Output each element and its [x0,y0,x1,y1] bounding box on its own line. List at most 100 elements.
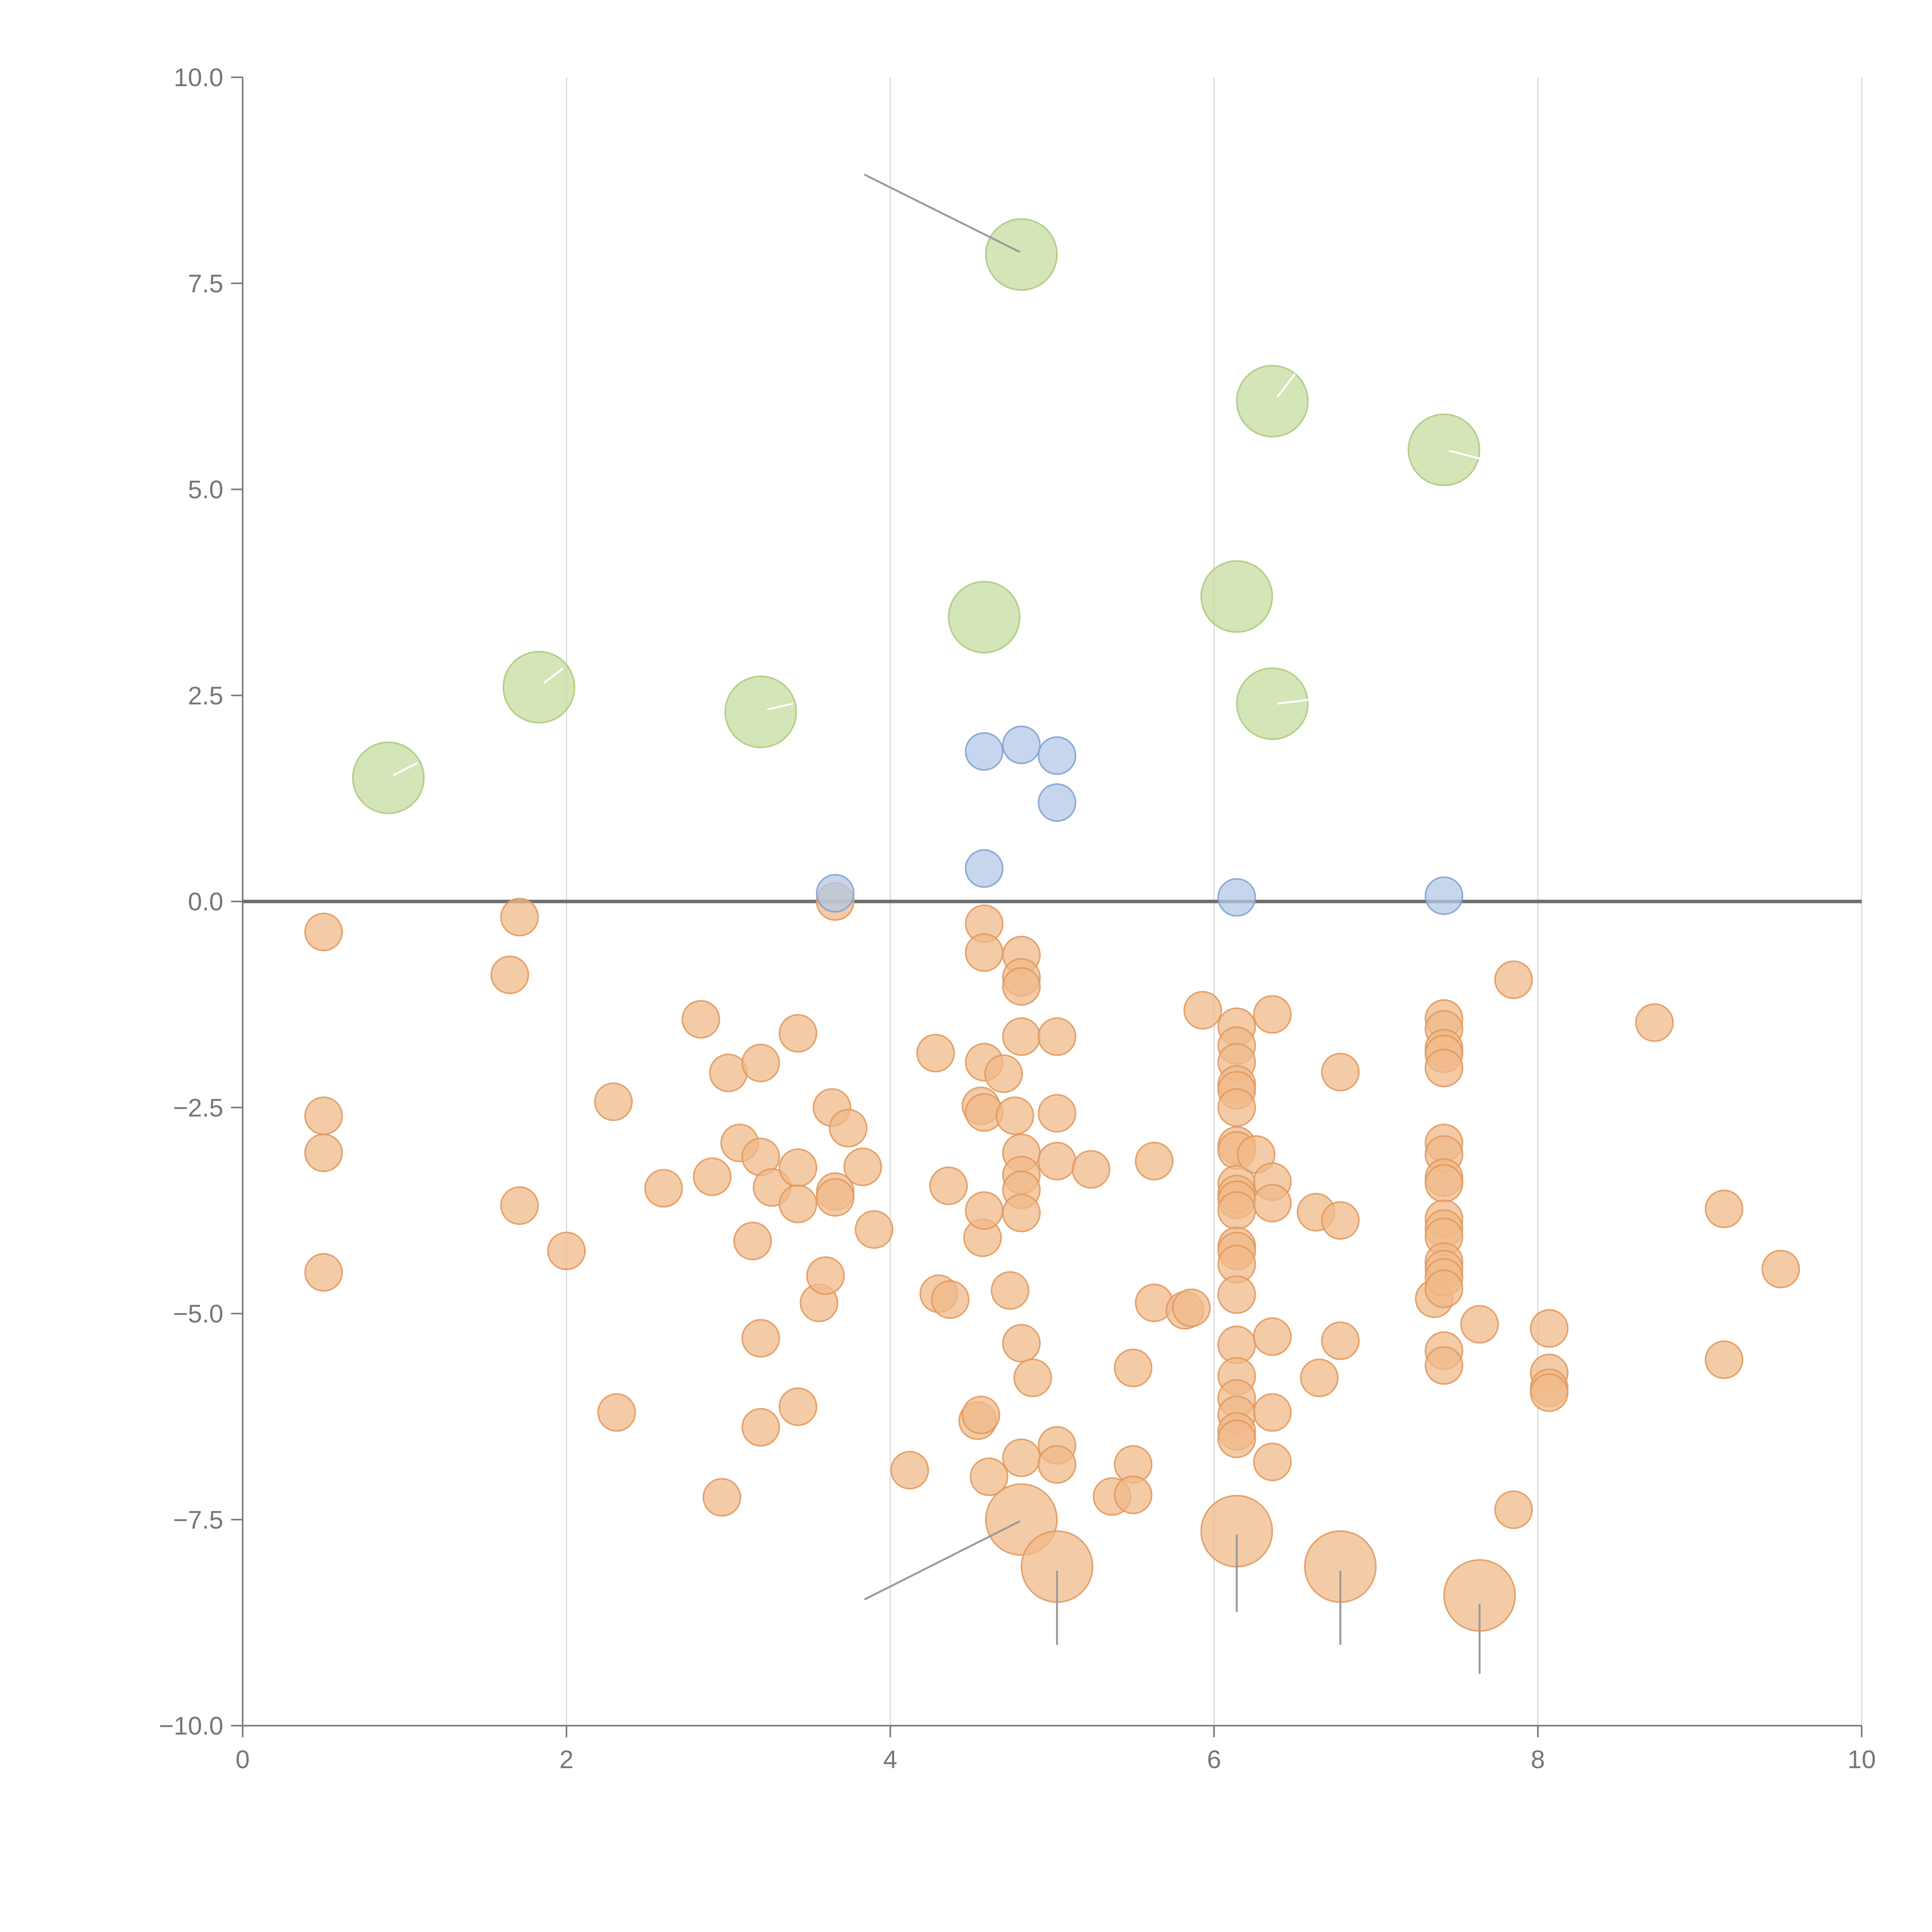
blue-small-point [1037,783,1077,822]
orange-small-point [1253,1317,1292,1356]
green-large-point [1236,365,1309,438]
orange-small-point [304,912,343,951]
leader-line [1277,698,1311,705]
orange-small-point [969,1457,1009,1496]
orange-small-point [806,1256,845,1295]
blue-small-point [1217,878,1256,917]
blue-small-point [816,874,855,913]
orange-small-point [1002,1438,1041,1477]
orange-small-point [1424,1346,1463,1385]
y-tick-label: 10.0 [174,63,223,92]
orange-small-point [829,1109,868,1148]
blue-small-point [965,849,1004,888]
data-points [304,218,1800,1632]
orange-small-point [931,1280,970,1319]
green-large-point [502,651,575,724]
orange-small-point [1460,1305,1499,1344]
orange-small-point [709,1053,748,1092]
orange-small-point [741,1408,780,1447]
orange-small-point [843,1147,882,1186]
leader-line [543,667,564,684]
x-tick-label: 2 [560,1745,574,1774]
green-large-point [352,742,425,815]
orange-small-point [855,1210,894,1249]
green-large-point [1407,413,1480,486]
orange-small-point [500,1186,539,1225]
orange-small-point [1002,1324,1041,1363]
orange-small-point [1530,1373,1569,1412]
blue-small-point [1002,725,1041,764]
orange-small-point [1253,1184,1292,1223]
orange-small-point [1635,1003,1674,1042]
orange-small-point [1424,1164,1463,1203]
orange-small-point [741,1319,780,1358]
y-tick-label: −2.5 [173,1093,223,1122]
orange-small-point [490,955,529,994]
y-tick-label: 0.0 [188,887,223,916]
green-large-point [948,581,1021,654]
y-tick-label: 5.0 [188,475,223,504]
orange-small-point [916,1034,955,1073]
orange-small-point [1114,1349,1153,1388]
blue-small-point [1037,736,1077,775]
orange-small-point [681,1000,720,1039]
orange-small-point [1494,1490,1533,1529]
orange-small-point [1172,1288,1211,1327]
green-large-point [724,675,797,748]
orange-small-point [1300,1358,1339,1397]
orange-small-point [890,1451,929,1490]
orange-small-point [1134,1141,1173,1180]
orange-small-point [995,1096,1034,1135]
orange-small-point [1321,1201,1360,1240]
axes: 10.0 7.5 5.0 2.5 0.0 −2.5 −5.0 −7.5 −10.0 0 2 4 6 8 10 [159,63,1876,1774]
orange-small-point [547,1231,586,1270]
x-tick-label: 0 [236,1745,250,1774]
orange-small-point [597,1393,636,1432]
x-tick-label: 10 [1847,1745,1876,1774]
leader-line [767,702,794,711]
orange-small-point [779,1184,818,1223]
orange-small-point [1424,1269,1463,1308]
orange-small-point [779,1014,818,1053]
orange-small-point [304,1133,343,1172]
orange-small-point [1253,995,1292,1034]
leader-line [1448,449,1481,460]
orange-small-point [1002,967,1041,1006]
orange-small-point [1037,1017,1077,1056]
orange-small-point [304,1096,343,1135]
orange-small-point [1494,960,1533,999]
orange-small-point [1761,1250,1800,1289]
orange-small-point [644,1169,683,1208]
orange-small-point [1321,1321,1360,1360]
orange-small-point [594,1082,633,1121]
x-tick-label: 8 [1531,1745,1545,1774]
green-large-point [1236,667,1309,740]
orange-small-point [1321,1053,1360,1092]
leader-line [393,762,418,776]
y-tick-label: −5.0 [173,1299,223,1328]
orange-small-point [965,1191,1004,1230]
orange-small-point [779,1148,818,1187]
orange-small-point [1114,1475,1153,1514]
orange-small-point [1037,1094,1077,1133]
orange-small-point [965,933,1004,972]
orange-small-point [991,1271,1030,1310]
orange-small-point [1704,1189,1743,1228]
orange-small-point [779,1387,818,1426]
orange-small-point [1037,1141,1077,1180]
orange-small-point [500,898,539,937]
leader-line [864,173,1020,253]
y-tick-label: 7.5 [188,269,223,298]
orange-small-point [693,1157,732,1196]
orange-small-point [741,1044,780,1083]
orange-small-point [984,1054,1023,1093]
leader-line [1276,373,1296,398]
blue-small-point [965,732,1004,771]
y-tick-label: −10.0 [159,1711,223,1740]
orange-small-point [1253,1442,1292,1481]
blue-small-point [1424,876,1463,915]
leader-lines [393,173,1481,1674]
orange-small-point [702,1478,742,1517]
orange-small-point [733,1221,772,1260]
